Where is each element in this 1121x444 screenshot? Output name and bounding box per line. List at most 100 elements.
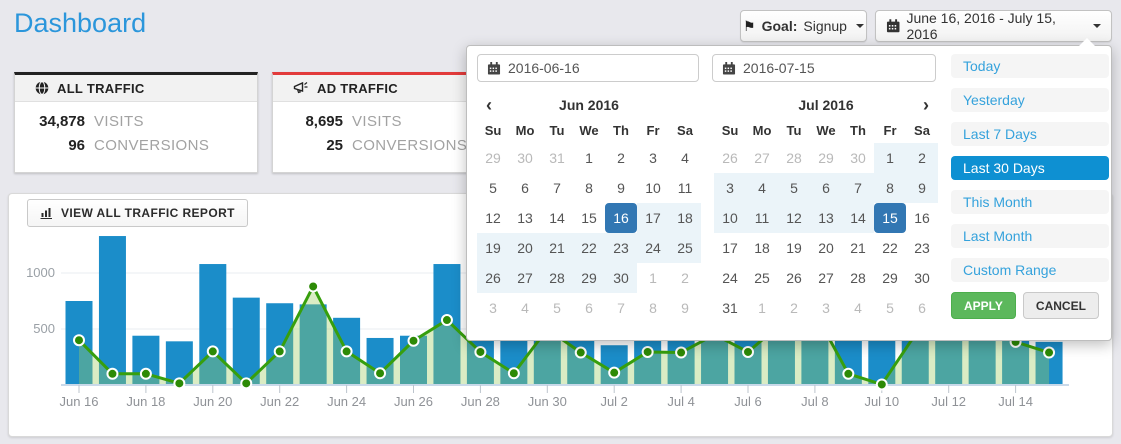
calendar-day[interactable]: 20 [818,240,834,256]
apply-button[interactable]: APPLY [951,292,1016,319]
calendar-day[interactable]: 7 [842,173,874,203]
calendar-day[interactable]: 31 [549,150,565,166]
calendar-day[interactable]: 18 [754,240,770,256]
calendar-day[interactable]: 3 [714,173,746,203]
range-option-yesterday[interactable]: Yesterday [951,88,1109,112]
calendar-day[interactable]: 15 [581,210,597,226]
calendar-day[interactable]: 1 [649,270,657,286]
calendar-day[interactable]: 8 [585,180,593,196]
calendar-day[interactable]: 30 [517,150,533,166]
calendar-day[interactable]: 12 [778,203,810,233]
calendar-day[interactable]: 1 [874,143,906,173]
calendar-day[interactable]: 3 [649,150,657,166]
calendar-day[interactable]: 3 [822,300,830,316]
calendar-day[interactable]: 22 [573,233,605,263]
calendar-day[interactable]: 4 [746,173,778,203]
calendar-day[interactable]: 1 [585,150,593,166]
calendar-day[interactable]: 5 [553,300,561,316]
calendar-day[interactable]: 16 [605,203,637,233]
calendar-day[interactable]: 5 [886,300,894,316]
calendar-day[interactable]: 2 [681,270,689,286]
calendar-day[interactable]: 15 [874,203,906,233]
range-option-this-month[interactable]: This Month [951,190,1109,214]
range-option-last-month[interactable]: Last Month [951,224,1109,248]
calendar-day[interactable]: 6 [585,300,593,316]
calendar-day[interactable]: 19 [477,233,509,263]
range-option-today[interactable]: Today [951,54,1109,78]
calendar-day[interactable]: 22 [882,240,898,256]
calendar-day[interactable]: 25 [754,270,770,286]
calendar-day[interactable]: 11 [677,180,693,196]
calendar-day[interactable]: 5 [489,180,497,196]
calendar-day[interactable]: 16 [914,210,930,226]
calendar-day[interactable]: 2 [617,150,625,166]
calendar-day[interactable]: 7 [553,180,561,196]
calendar-day[interactable]: 23 [605,233,637,263]
calendar-day[interactable]: 8 [874,173,906,203]
calendar-day[interactable]: 7 [617,300,625,316]
calendar-day[interactable]: 14 [842,203,874,233]
calendar-day[interactable]: 24 [722,270,738,286]
calendar-day[interactable]: 27 [509,263,541,293]
calendar-day[interactable]: 5 [778,173,810,203]
chevron-left-icon[interactable]: ‹ [486,95,492,115]
calendar-day[interactable]: 26 [786,270,802,286]
end-date-input[interactable]: 2016-07-15 [712,54,936,82]
calendar-day[interactable]: 19 [786,240,802,256]
calendar-day[interactable]: 21 [850,240,866,256]
cancel-button[interactable]: CANCEL [1022,292,1099,319]
calendar-day[interactable]: 1 [758,300,766,316]
daterange-dropdown-button[interactable]: June 16, 2016 - July 15, 2016 [875,10,1112,42]
range-option-custom-range[interactable]: Custom Range [951,258,1109,282]
calendar-day[interactable]: 30 [914,270,930,286]
chevron-right-icon[interactable]: › [923,95,929,115]
start-date-input[interactable]: 2016-06-16 [477,54,699,82]
calendar-day[interactable]: 6 [810,173,842,203]
calendar-day[interactable]: 2 [790,300,798,316]
calendar-day[interactable]: 6 [918,300,926,316]
calendar-day[interactable]: 4 [681,150,689,166]
calendar-day[interactable]: 28 [541,263,573,293]
calendar-day[interactable]: 27 [754,150,770,166]
calendar-day[interactable]: 4 [854,300,862,316]
calendar-day[interactable]: 9 [617,180,625,196]
calendar-day[interactable]: 29 [818,150,834,166]
calendar-day[interactable]: 30 [605,263,637,293]
calendar-day[interactable]: 29 [573,263,605,293]
calendar-day[interactable]: 17 [637,203,669,233]
calendar-day[interactable]: 18 [669,203,701,233]
calendar-day[interactable]: 10 [645,180,661,196]
calendar-day[interactable]: 23 [914,240,930,256]
calendar-day[interactable]: 9 [681,300,689,316]
calendar-day[interactable]: 10 [714,203,746,233]
calendar-day[interactable]: 11 [746,203,778,233]
calendar-day[interactable]: 17 [722,240,738,256]
calendar-day[interactable]: 14 [549,210,565,226]
calendar-day[interactable]: 2 [906,143,938,173]
range-option-last-30-days[interactable]: Last 30 Days [951,156,1109,180]
calendar-day[interactable]: 6 [521,180,529,196]
range-option-last-7-days[interactable]: Last 7 Days [951,122,1109,146]
calendar-day[interactable]: 25 [669,233,701,263]
goal-dropdown-button[interactable]: ⚑ Goal: Signup [740,10,867,42]
calendar-day[interactable]: 13 [810,203,842,233]
calendar-day[interactable]: 30 [850,150,866,166]
view-all-traffic-report-button[interactable]: VIEW ALL TRAFFIC REPORT [27,199,248,227]
calendar-day[interactable]: 8 [649,300,657,316]
calendar-day[interactable]: 9 [906,173,938,203]
calendar-day[interactable]: 4 [521,300,529,316]
calendar-day[interactable]: 27 [818,270,834,286]
calendar-day[interactable]: 20 [509,233,541,263]
calendar-day[interactable]: 21 [541,233,573,263]
calendar-day[interactable]: 12 [485,210,501,226]
calendar-day[interactable]: 29 [485,150,501,166]
calendar-day[interactable]: 28 [850,270,866,286]
calendar-day[interactable]: 26 [722,150,738,166]
calendar-day[interactable]: 13 [517,210,533,226]
calendar-day[interactable]: 3 [489,300,497,316]
calendar-day[interactable]: 24 [637,233,669,263]
calendar-day[interactable]: 31 [722,300,738,316]
calendar-day[interactable]: 28 [786,150,802,166]
calendar-day[interactable]: 26 [477,263,509,293]
calendar-day[interactable]: 29 [882,270,898,286]
